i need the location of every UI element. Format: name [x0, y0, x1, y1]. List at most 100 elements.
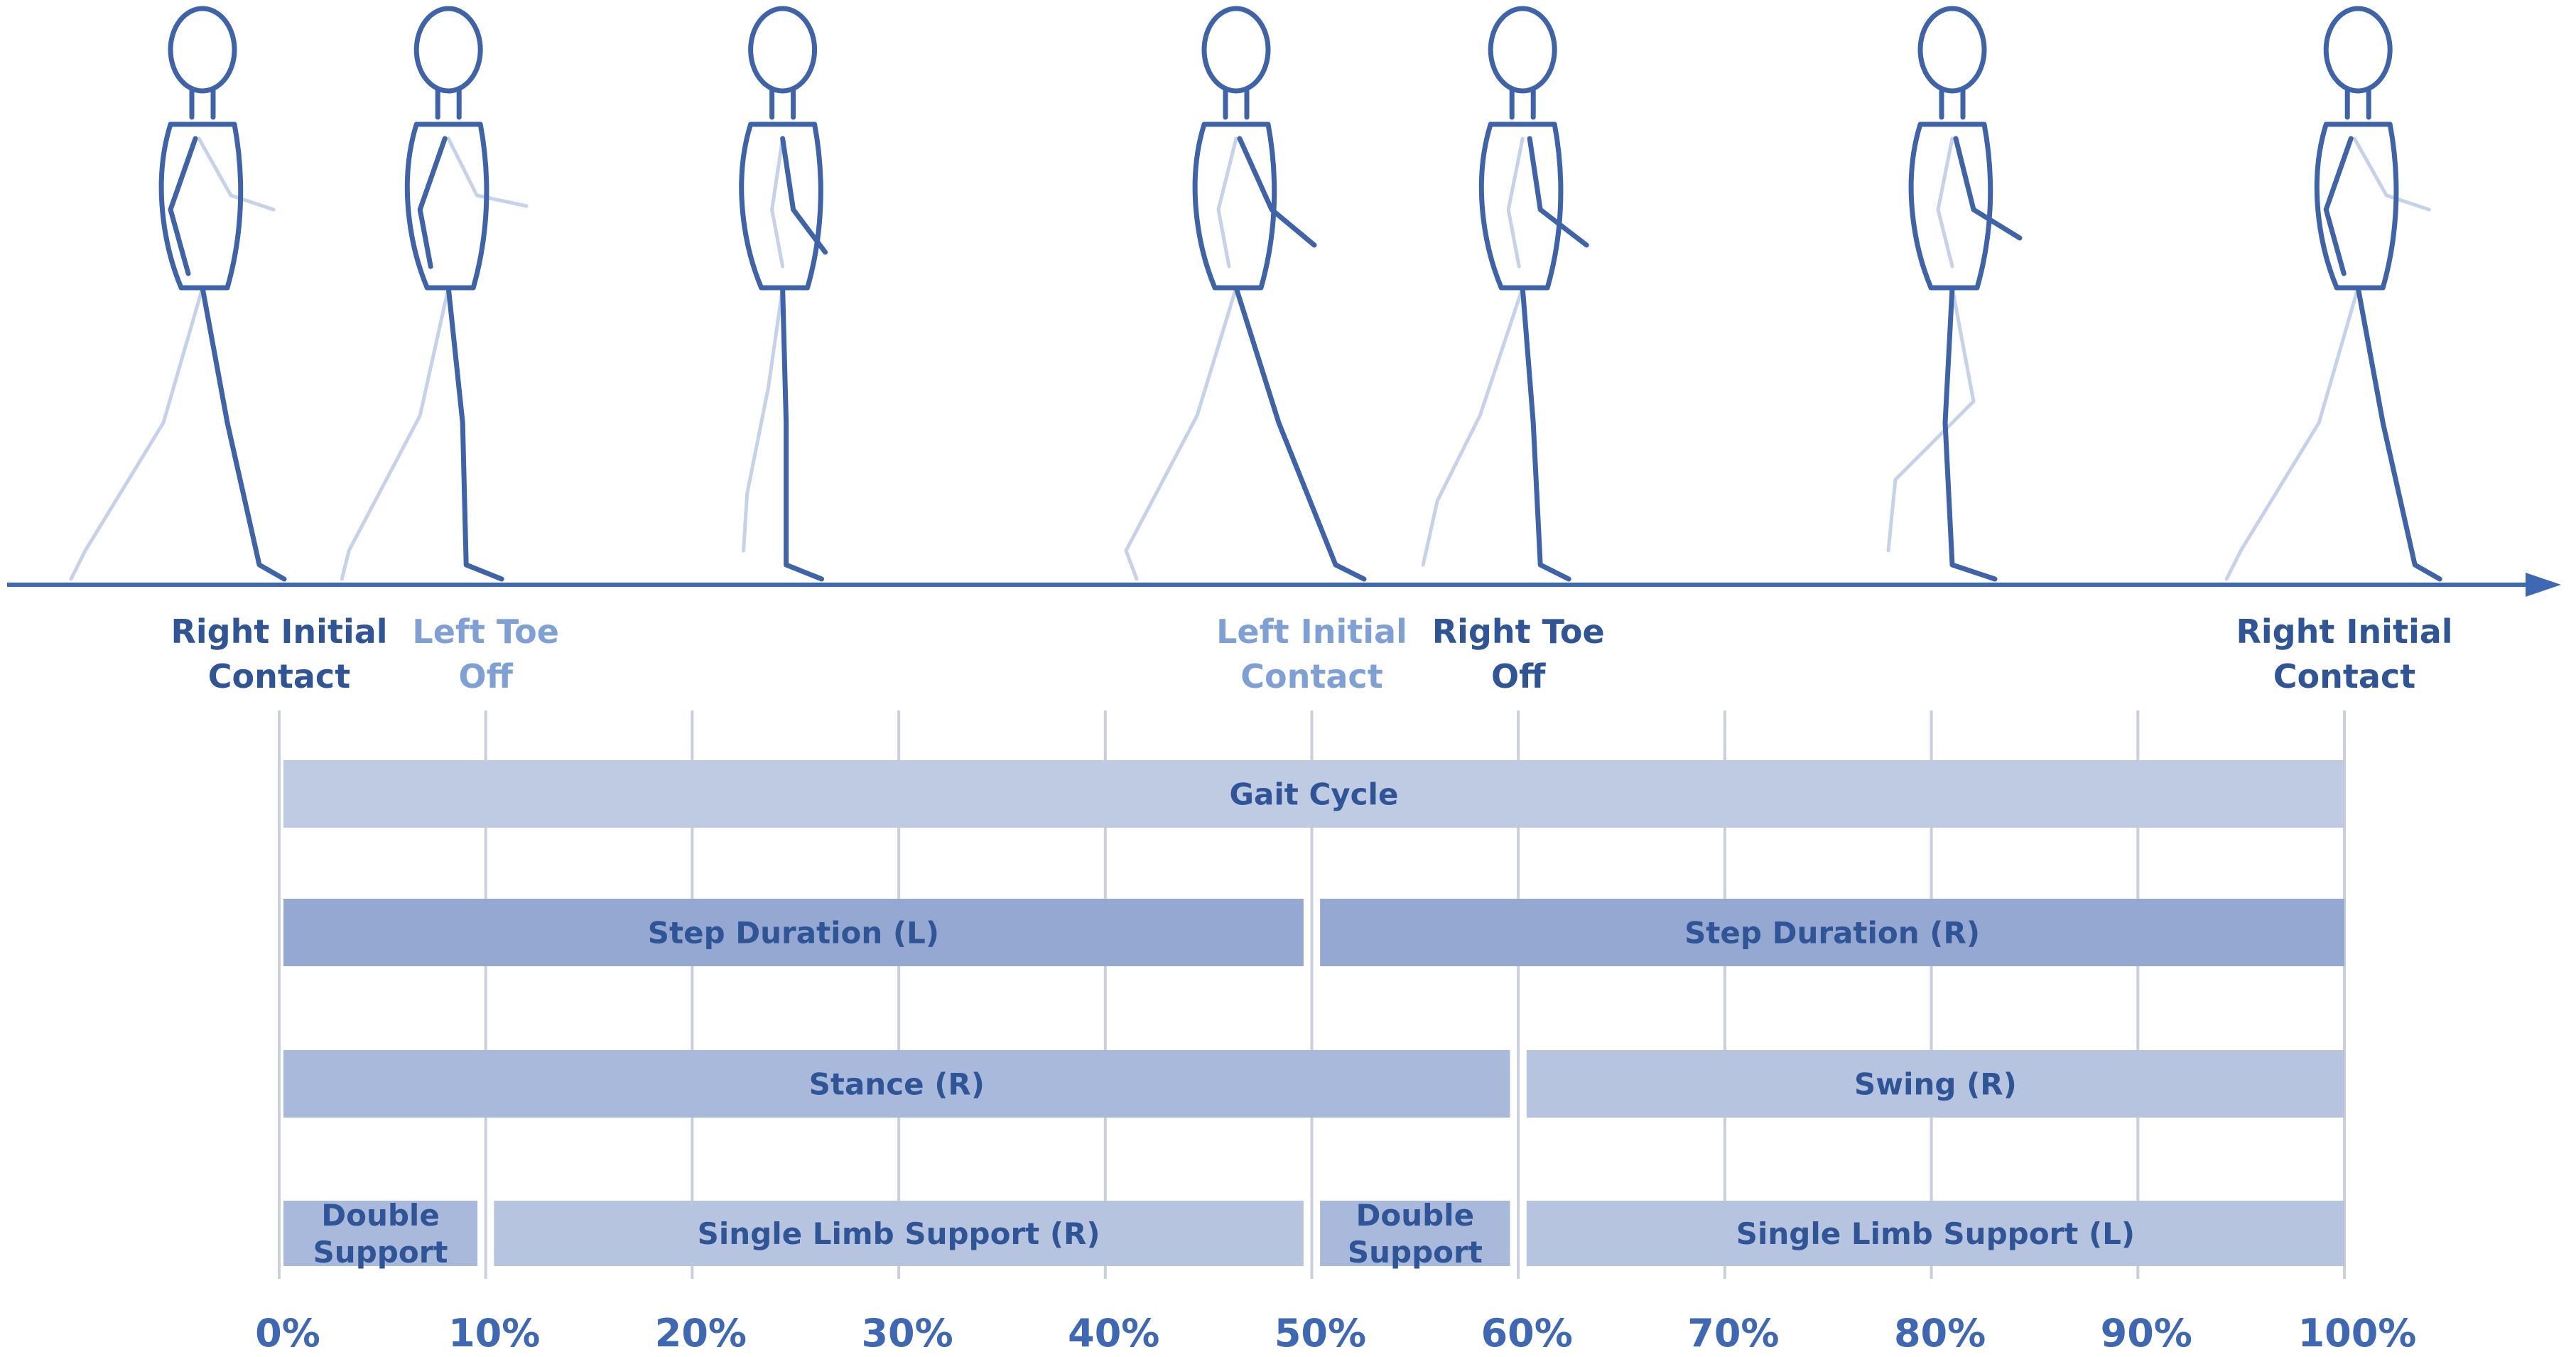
front-leg — [1233, 285, 1367, 582]
tick-label-10: 10% — [448, 1311, 540, 1356]
neck — [435, 86, 462, 120]
back-arm — [197, 136, 276, 212]
back-leg — [1421, 286, 1525, 567]
bar-label-double-support-2-line2: Support — [1348, 1235, 1483, 1270]
neck — [189, 86, 216, 120]
neck — [769, 86, 796, 120]
back-leg — [2224, 286, 2360, 581]
front-leg — [2355, 285, 2442, 582]
tick-label-50: 50% — [1275, 1311, 1366, 1356]
front-arm — [2323, 136, 2354, 276]
back-arm — [770, 136, 785, 269]
head — [748, 6, 818, 94]
bar-label-single-limb-support-r: Single Limb Support (R) — [698, 1216, 1100, 1251]
back-arm — [1216, 136, 1238, 269]
phase-bars: Gait Cycle Step Duration (L) Step Duration… — [283, 760, 2344, 1270]
arrow-head-icon — [2526, 573, 2561, 597]
bar-single-limb-support-r — [494, 1201, 1304, 1266]
front-arm — [417, 136, 448, 269]
event-left-toe-off-1-line1: Left Toe — [412, 612, 559, 651]
tick-label-90: 90% — [2101, 1311, 2192, 1356]
tick-label-40: 40% — [1068, 1311, 1159, 1356]
head — [1488, 6, 1557, 94]
torso — [1908, 121, 1993, 291]
neck — [1509, 86, 1536, 120]
front-arm — [780, 136, 828, 255]
head — [2323, 6, 2393, 94]
event-left-initial-contact-2-line2: Contact — [1240, 657, 1382, 696]
event-right-initial-contact-4-line2: Contact — [2273, 657, 2415, 696]
torso — [404, 121, 489, 291]
tick-label-100: 100% — [2298, 1311, 2417, 1356]
percent-tick-labels: 0% 10% 20% 30% 40% 50% 60% 70% 80% 90% 100% — [255, 1311, 2416, 1356]
tick-label-20: 20% — [655, 1311, 747, 1356]
event-right-initial-contact-0-line1: Right Initial — [171, 612, 387, 651]
front-leg — [780, 285, 825, 582]
walking-figures — [69, 6, 2442, 582]
front-leg — [1520, 285, 1571, 582]
bar-label-double-support-1-line2: Support — [313, 1235, 448, 1270]
back-leg — [1886, 286, 1976, 553]
tick-label-80: 80% — [1894, 1311, 1986, 1356]
event-right-initial-contact-4-line1: Right Initial — [2236, 612, 2452, 651]
back-leg — [69, 286, 205, 581]
bar-single-limb-support-l — [1526, 1201, 2344, 1266]
neck — [1939, 86, 1966, 120]
front-arm — [1237, 136, 1317, 248]
head — [168, 6, 237, 94]
event-left-toe-off-1-line2: Off — [459, 657, 514, 696]
event-labels: Right Initial Contact Left Toe Off Left Init… — [171, 612, 2452, 696]
bar-label-step-duration-l: Step Duration (L) — [648, 916, 939, 951]
event-right-toe-off-3-line1: Right Toe — [1432, 612, 1605, 651]
bar-label-double-support-1-line1: Double — [321, 1198, 440, 1233]
back-leg — [742, 286, 785, 553]
front-arm — [1953, 136, 2023, 241]
torso — [1192, 121, 1277, 291]
tick-label-30: 30% — [861, 1311, 953, 1356]
front-leg — [1942, 285, 1998, 582]
back-leg — [1124, 286, 1238, 581]
walking-figure-5-pre-swing — [1421, 6, 1589, 582]
walking-figure-3-midstance — [739, 6, 828, 582]
head — [413, 6, 483, 94]
head — [1201, 6, 1271, 94]
torso — [2314, 121, 2399, 291]
ground-axis — [7, 573, 2561, 597]
tick-label-70: 70% — [1687, 1311, 1779, 1356]
bar-label-double-support-2-line1: Double — [1356, 1198, 1475, 1233]
walking-figure-4-terminal-stance — [1124, 6, 1367, 582]
bar-step-duration-r — [1320, 899, 2344, 966]
front-leg — [200, 285, 287, 582]
head — [1917, 6, 1987, 94]
bar-double-support-1 — [283, 1201, 478, 1266]
bar-swing-r — [1526, 1050, 2344, 1118]
walking-figure-2-loading — [340, 6, 529, 582]
back-arm — [1506, 136, 1525, 269]
event-right-initial-contact-0-line2: Contact — [208, 657, 350, 696]
tick-label-60: 60% — [1481, 1311, 1573, 1356]
tick-label-0: 0% — [255, 1311, 320, 1356]
bar-label-step-duration-r: Step Duration (R) — [1684, 916, 1980, 951]
front-leg — [445, 285, 504, 582]
back-leg — [340, 286, 450, 581]
bar-stance-r — [283, 1050, 1510, 1118]
front-arm — [168, 136, 198, 276]
bar-label-swing-r: Swing (R) — [1854, 1067, 2017, 1102]
bar-label-stance-r: Stance (R) — [809, 1067, 985, 1102]
bar-gait-cycle — [283, 760, 2344, 828]
neck — [1223, 86, 1250, 120]
bar-label-single-limb-support-l: Single Limb Support (L) — [1736, 1216, 2135, 1251]
back-arm — [2352, 136, 2431, 212]
front-arm — [1527, 136, 1589, 248]
torso — [158, 121, 244, 291]
bar-step-duration-l — [283, 899, 1304, 966]
torso — [739, 121, 823, 291]
torso — [1478, 121, 1564, 291]
walking-figure-6-mid-swing — [1886, 6, 2023, 582]
back-arm — [1936, 136, 1954, 269]
event-left-initial-contact-2-line1: Left Initial — [1216, 612, 1407, 651]
walking-figure-1-heel-strike — [69, 6, 287, 582]
neck — [2344, 86, 2371, 120]
